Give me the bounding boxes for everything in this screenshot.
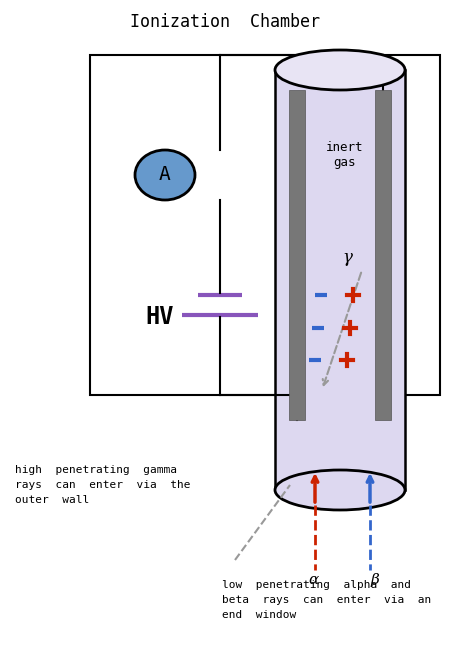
Text: A: A [159, 166, 171, 185]
Text: low  penetrating  alpha  and
beta  rays  can  enter  via  an
end  window: low penetrating alpha and beta rays can … [222, 580, 431, 619]
Text: β: β [371, 573, 379, 587]
Text: inert
gas: inert gas [326, 141, 364, 169]
Text: HV: HV [146, 305, 174, 329]
Text: high  penetrating  gamma
rays  can  enter  via  the
outer  wall: high penetrating gamma rays can enter vi… [15, 465, 190, 505]
Bar [289, 90, 305, 420]
Ellipse shape [135, 150, 195, 200]
Text: α: α [308, 573, 318, 587]
Text: Ionization  Chamber: Ionization Chamber [130, 13, 321, 31]
Bar [275, 70, 405, 490]
Bar [90, 55, 440, 395]
Ellipse shape [275, 470, 405, 510]
Ellipse shape [275, 50, 405, 90]
Bar [375, 90, 391, 420]
Text: γ: γ [342, 250, 352, 266]
